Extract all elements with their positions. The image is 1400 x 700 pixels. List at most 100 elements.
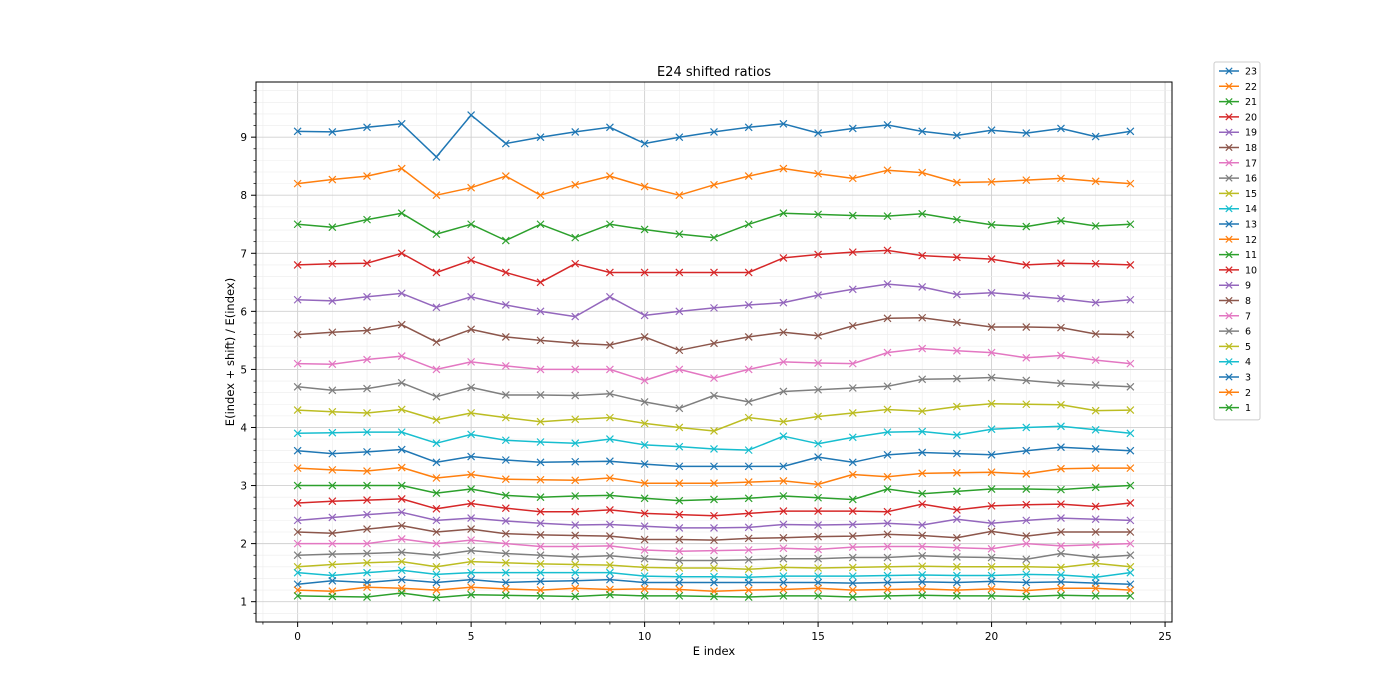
series-10 [293, 494, 1135, 520]
data-point [952, 346, 961, 355]
data-point [328, 513, 337, 522]
data-point [918, 283, 927, 291]
data-point [814, 439, 823, 448]
data-point [1091, 515, 1100, 524]
data-point [848, 572, 857, 581]
data-point [432, 504, 441, 513]
data-point [952, 290, 961, 299]
data-point [1091, 502, 1100, 511]
data-point [328, 592, 337, 601]
data-point [952, 515, 961, 524]
data-point [1126, 464, 1135, 473]
data-point [814, 453, 823, 462]
data-point [883, 485, 892, 493]
legend-label: 11 [1245, 250, 1257, 261]
data-point [536, 507, 545, 516]
data-point [1057, 379, 1065, 388]
data-point [814, 129, 823, 138]
data-point [744, 555, 753, 564]
data-point [814, 359, 823, 367]
data-point [848, 579, 857, 588]
data-point [848, 507, 857, 516]
data-point [675, 307, 684, 316]
data-point [952, 506, 961, 514]
data-point [952, 578, 961, 587]
series-7 [293, 535, 1135, 556]
data-point [814, 169, 823, 178]
data-point [987, 288, 996, 297]
data-point [432, 191, 441, 200]
data-point [1022, 570, 1031, 579]
series-13 [293, 443, 1135, 471]
data-point [363, 447, 371, 456]
data-point [814, 584, 823, 593]
data-point [987, 220, 996, 229]
data-point [1091, 330, 1100, 338]
data-point [952, 402, 961, 411]
data-point [918, 344, 927, 353]
data-point [501, 539, 510, 548]
data-point [571, 521, 580, 529]
data-point [501, 475, 510, 484]
data-point [640, 591, 649, 600]
legend-label: 22 [1245, 82, 1257, 93]
data-point [363, 409, 371, 417]
data-point [1022, 578, 1031, 587]
legend-marker [1225, 403, 1233, 412]
data-point [571, 560, 580, 569]
data-point [467, 183, 476, 192]
data-point [779, 328, 788, 337]
data-point [501, 268, 510, 277]
data-point [883, 212, 892, 221]
data-point [883, 530, 892, 539]
data-point [328, 128, 337, 136]
data-point [1126, 516, 1135, 525]
y-tick-label: 6 [240, 306, 247, 318]
data-point [397, 557, 406, 566]
data-point [328, 175, 337, 184]
data-point [501, 578, 510, 587]
data-point [432, 416, 441, 424]
data-point [675, 510, 684, 519]
data-point [710, 564, 718, 572]
data-point [1057, 124, 1065, 133]
data-point [432, 516, 441, 525]
data-point [710, 180, 718, 189]
data-point [432, 489, 441, 498]
data-point [432, 570, 441, 579]
data-point [987, 591, 996, 600]
data-point [814, 578, 823, 587]
data-point [1057, 351, 1065, 360]
series-6 [293, 546, 1135, 565]
data-point [1057, 563, 1065, 572]
series-5 [293, 557, 1135, 574]
data-point [501, 456, 510, 464]
data-point [744, 509, 753, 518]
y-tick-label: 2 [240, 539, 247, 551]
data-point [605, 542, 614, 550]
data-point [501, 362, 510, 370]
data-point [467, 546, 476, 555]
data-point [501, 549, 510, 558]
data-point [1022, 592, 1031, 601]
legend-item: 1 [1219, 403, 1251, 414]
data-point [640, 225, 649, 234]
data-point [1057, 528, 1065, 536]
data-point [1091, 298, 1100, 307]
data-point [710, 572, 718, 581]
data-point [1091, 222, 1100, 230]
data-point [1126, 179, 1135, 188]
data-point [1022, 586, 1031, 595]
legend-label: 3 [1245, 373, 1251, 384]
data-point [363, 496, 371, 504]
data-point [1091, 259, 1100, 268]
legend-label: 1 [1245, 403, 1251, 414]
legend-item: 13 [1219, 220, 1257, 231]
data-point [883, 280, 892, 288]
legend-label: 4 [1245, 357, 1251, 368]
legend-label: 2 [1245, 388, 1251, 399]
legend-item: 4 [1219, 357, 1251, 368]
x-tick-label: 25 [1158, 631, 1171, 643]
data-point [571, 457, 580, 466]
data-point [1057, 259, 1065, 268]
